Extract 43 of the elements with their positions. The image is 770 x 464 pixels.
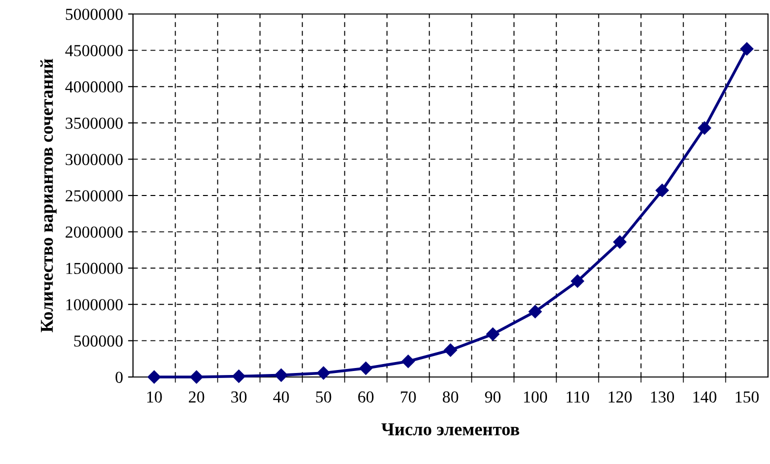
- x-tick-label: 120: [608, 391, 632, 403]
- y-tick-label: 3000000: [66, 154, 123, 166]
- point: [316, 366, 330, 380]
- point: [698, 121, 712, 135]
- x-tick-label: 20: [188, 391, 204, 403]
- point: [613, 235, 626, 249]
- x-tick-label: 140: [693, 391, 716, 403]
- x-tick-label: 80: [442, 391, 458, 403]
- y-tick-label: 3500000: [66, 118, 123, 129]
- point: [444, 344, 458, 357]
- y-tick-label: 5000000: [66, 8, 123, 20]
- point: [570, 274, 584, 288]
- x-tick-label: 60: [358, 391, 374, 403]
- x-tick-label: 30: [231, 391, 247, 403]
- x-tick-label: 70: [400, 391, 416, 403]
- x-axis-title: Число элементов: [381, 423, 520, 436]
- point: [190, 370, 204, 384]
- y-tick-label: 500000: [74, 335, 123, 347]
- point: [274, 368, 288, 382]
- point: [359, 362, 372, 375]
- point: [528, 305, 542, 318]
- x-tick-label: 90: [485, 391, 501, 403]
- y-tick-label: 4000000: [65, 81, 123, 93]
- y-tick-label: 1000000: [66, 299, 123, 310]
- x-tick-label: 40: [273, 391, 289, 403]
- point: [232, 370, 246, 383]
- y-tick-label: 4500000: [65, 45, 123, 56]
- y-tick-label: 2000000: [66, 226, 123, 238]
- x-tick-label: 110: [566, 391, 590, 403]
- x-tick-label: 130: [651, 391, 674, 403]
- x-tick-label: 150: [736, 391, 759, 403]
- x-tick-label: 10: [147, 391, 162, 403]
- y-tick-label: 1500000: [66, 262, 123, 274]
- point: [656, 184, 669, 198]
- y-tick-label: 2500000: [66, 190, 123, 202]
- x-tick-label: 50: [316, 391, 332, 403]
- x-tick-label: 100: [524, 391, 548, 403]
- point: [740, 42, 754, 56]
- point: [148, 370, 161, 384]
- y-axis-title: Количество вариантов сочетаний: [40, 58, 57, 332]
- point: [402, 354, 415, 368]
- y-tick-label: 0: [116, 372, 123, 383]
- point: [486, 328, 500, 341]
